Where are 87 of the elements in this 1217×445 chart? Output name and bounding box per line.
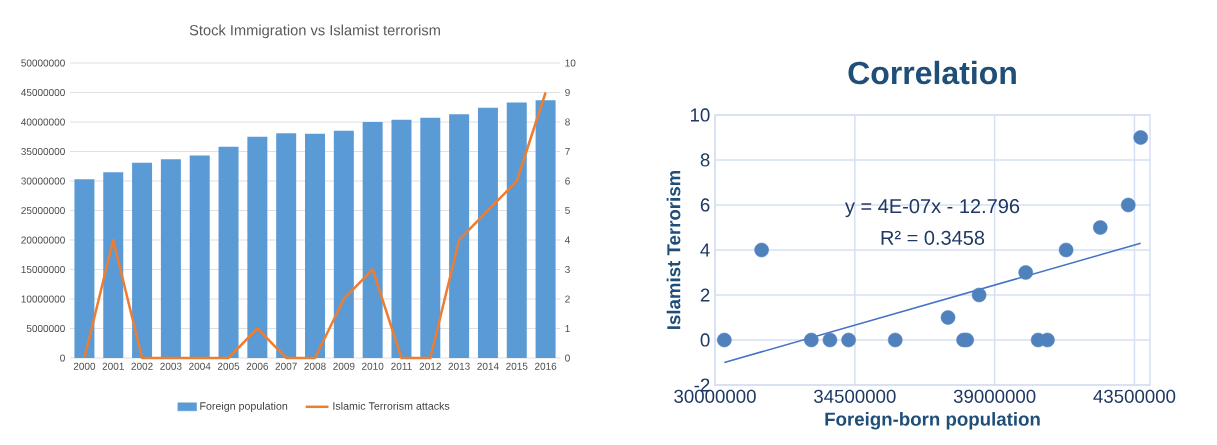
point — [804, 332, 819, 348]
x-tick-label: 2012 — [419, 362, 441, 370]
bar — [391, 119, 412, 358]
x-tick-label: 2016 — [534, 362, 557, 370]
x-tick-label: 2014 — [477, 362, 499, 370]
point — [1133, 130, 1148, 145]
point — [754, 242, 769, 258]
y-tick-label: 0 — [700, 333, 710, 347]
y-tick-label: 2 — [700, 288, 710, 302]
y-tick-label: 6 — [700, 198, 710, 212]
bar — [74, 179, 95, 358]
bar — [362, 121, 383, 358]
x-tick-label: 2003 — [160, 362, 182, 370]
bar — [189, 155, 210, 358]
x-tick-label: 2000 — [73, 362, 96, 370]
y-tick-label: 30000000 — [21, 177, 65, 185]
x-tick-label: 34500000 — [814, 389, 896, 403]
bar — [103, 172, 124, 358]
y2-tick-label: 8 — [565, 118, 570, 126]
y2-tick-label: 0 — [565, 354, 570, 362]
x-tick-label: 43500000 — [1093, 389, 1176, 403]
point — [1040, 332, 1055, 348]
x-tick-label: 2006 — [246, 362, 269, 370]
bar — [333, 130, 354, 358]
y-tick-label: 5000000 — [26, 324, 65, 333]
y-tick-label: 45000000 — [21, 88, 65, 97]
x-tick-label: 2005 — [217, 362, 240, 370]
y-tick-label: 8 — [700, 153, 710, 167]
point — [841, 332, 856, 348]
y2-tick-label: 10 — [565, 59, 576, 67]
x-axis-title: Foreign-born population — [825, 412, 1040, 430]
y-tick-label: 10 — [690, 108, 710, 122]
chart-title: Correlation — [848, 60, 1016, 85]
point — [940, 310, 956, 325]
y2-tick-label: 9 — [565, 88, 570, 97]
point — [1058, 242, 1074, 258]
y-axis-title: Islamist Terrorism — [666, 170, 681, 329]
bar — [305, 133, 326, 358]
bar — [449, 114, 470, 358]
x-tick-label: 39000000 — [953, 389, 1036, 403]
y-tick-label: 35000000 — [21, 147, 65, 156]
x-tick-label: 2015 — [506, 362, 528, 370]
bar — [160, 159, 181, 358]
y-tick-label: 40000000 — [21, 118, 65, 126]
legend-label: Foreign population — [200, 401, 288, 412]
x-tick-label: 2013 — [448, 362, 470, 370]
legend-label: Islamic Terrorism attacks — [333, 401, 450, 410]
x-tick-label: 2009 — [333, 362, 355, 370]
y-tick-label: 15000000 — [21, 265, 65, 274]
y-tick-label: 4 — [700, 243, 710, 257]
point — [717, 332, 732, 348]
point — [887, 332, 903, 348]
bar — [218, 146, 239, 358]
point — [971, 287, 987, 303]
bar — [420, 117, 441, 358]
point — [1093, 220, 1108, 235]
bar — [132, 162, 153, 358]
bar — [276, 133, 297, 358]
y-tick-label: 0 — [60, 354, 65, 362]
point — [1120, 197, 1136, 213]
y2-tick-label: 6 — [565, 177, 570, 185]
x-tick-label: 2004 — [189, 362, 211, 370]
x-tick-label: 2007 — [275, 362, 297, 370]
y2-tick-label: 5 — [565, 207, 570, 214]
x-tick-label: 2008 — [304, 362, 326, 370]
y-tick-label: 50000000 — [21, 59, 65, 67]
annotation: y = 4E-07x - 12.796 — [844, 199, 1020, 218]
y2-tick-label: 4 — [564, 236, 570, 244]
point — [1018, 265, 1033, 280]
bar — [247, 136, 268, 358]
point — [822, 332, 838, 348]
bar — [506, 102, 527, 358]
y2-tick-label: 1 — [565, 325, 570, 332]
y2-tick-label: 7 — [565, 148, 570, 155]
y2-tick-label: 3 — [565, 265, 570, 274]
x-tick-label: 2010 — [362, 362, 384, 370]
x-tick-label: 2002 — [131, 362, 153, 370]
y-tick-label: 10000000 — [21, 295, 65, 303]
chart-title: Stock Immigration vs Islamist terrorism — [189, 24, 440, 39]
bar — [535, 100, 556, 358]
x-tick-label: 2011 — [391, 362, 412, 370]
y-tick-label: 25000000 — [21, 206, 65, 215]
annotation: R² = 0.3458 — [881, 230, 985, 245]
y2-tick-label: 2 — [565, 295, 570, 303]
x-tick-label: 2001 — [102, 362, 124, 370]
bar — [477, 107, 498, 358]
y-tick-label: 20000000 — [21, 236, 65, 244]
